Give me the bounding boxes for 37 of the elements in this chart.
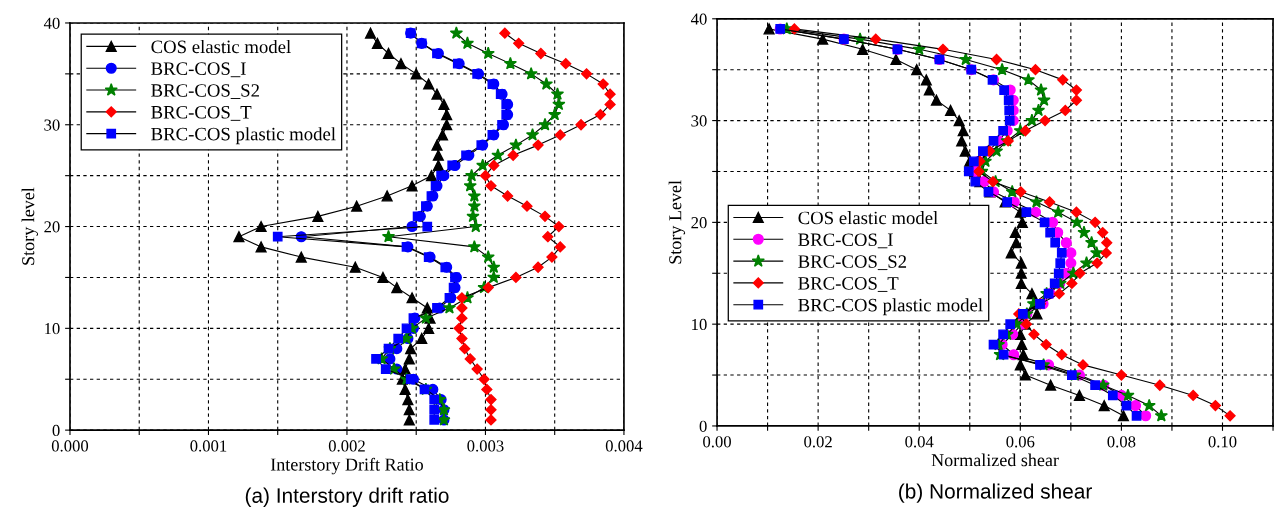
y-tick-label: 30	[691, 115, 707, 127]
y-tick-label: 10	[45, 323, 60, 335]
y-tick-label: 20	[44, 221, 60, 233]
y-tick-label: 40	[43, 17, 60, 29]
legend-label: BRC-COS_I	[151, 62, 246, 78]
y-tick-label: 0	[52, 424, 60, 437]
y-tick-label: 20	[691, 217, 707, 229]
y-tick-label: 0	[699, 420, 707, 432]
legend-label: BRC-COS_S2	[798, 255, 907, 271]
legend-label: COS elastic model	[798, 211, 938, 225]
text: (b) Normalized shear	[899, 483, 1092, 503]
x-tick-label: 0.000	[51, 440, 89, 452]
legend-label: BRC-COS plastic model	[798, 298, 983, 316]
legend-label: BRC-COS_I	[798, 233, 893, 249]
y-tick-label: 10	[692, 318, 707, 331]
legend-label: BRC-COS_S2	[151, 84, 259, 99]
y-tick-label: 30	[44, 119, 60, 131]
x-tick-label: 0.02	[804, 436, 832, 448]
text: (a) Interstory drift ratio	[245, 487, 449, 508]
x-tick-label: 0.08	[1107, 436, 1136, 448]
legend-label: COS elastic model	[151, 39, 291, 54]
x-tick-label: 0.06	[1006, 436, 1035, 448]
x-axis-title: Interstory Drift Ratio	[270, 457, 423, 475]
x-tick-label: 0.003	[467, 440, 504, 452]
legend-label: BRC-COS_T	[151, 105, 252, 121]
x-tick-label: 0.002	[328, 440, 365, 452]
x-tick-label: 0.004	[605, 440, 643, 452]
legend-label: BRC-COS_T	[798, 277, 899, 292]
x-tick-label: 0.04	[905, 436, 934, 448]
y-axis-title: Story Level	[668, 180, 686, 264]
legend-label: BRC-COS plastic model	[151, 127, 336, 145]
x-tick-label: 0.10	[1208, 436, 1237, 448]
x-axis-title: Normalized shear	[931, 453, 1059, 467]
x-tick-label: 0.001	[190, 440, 227, 452]
x-tick-label: 0.00	[703, 436, 731, 448]
y-axis-title: Story level	[21, 187, 39, 265]
y-tick-label: 40	[690, 13, 707, 25]
